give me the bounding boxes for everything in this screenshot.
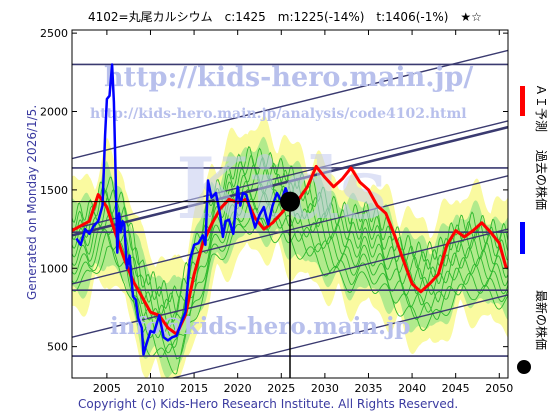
band-line [72,155,508,316]
legend-item-past-price: 過去の株価 [520,150,549,254]
x-tick-label: 2030 [311,382,339,395]
watermark-url: http://kids-hero.main.jp/ [104,62,473,93]
y-tick-label: 2500 [40,27,68,40]
x-tick-label: 2020 [224,382,252,395]
current-price-marker [72,191,300,378]
plot-frame [71,29,509,379]
x-tick-label: 2010 [136,382,164,395]
series-line-past-price [75,63,292,356]
generated-date: Generated on Monday 2026/1/5. [25,105,39,300]
x-tick-label: 2015 [180,382,208,395]
x-tick-label: 2040 [398,382,426,395]
legend-label-past-price: 過去の株価 [534,150,549,210]
x-tick-label: 2045 [442,382,470,395]
watermark-logo: Kids [176,139,387,238]
y-axis-ticks: 500 1000 1500 2000 2500 [40,27,508,354]
legend-item-latest-price: 最新の株価 [517,290,549,374]
current-price-dot [280,191,300,212]
legend: ＡＩ予測 過去の株価 最新の株価 [517,84,549,374]
legend-label-ai-forecast: ＡＩ予測 [534,84,548,132]
legend-swatch-ai-forecast [520,86,525,116]
x-tick-label: 2025 [267,382,295,395]
y-tick-label: 1000 [40,262,68,275]
y-tick-label: 2000 [40,106,68,119]
x-tick-label: 2035 [354,382,382,395]
trend-line [72,49,508,160]
band-line [72,164,508,323]
chart-title: 4102=丸尾カルシウム c:1425 m:1225(-14%) t:1406(… [88,10,482,24]
copyright: Copyright (c) Kids-Hero Research Institu… [78,397,458,411]
x-tick-label: 2050 [485,382,513,395]
trend-line [72,120,508,230]
legend-swatch-past-price [520,222,525,254]
legend-label-latest-price: 最新の株価 [534,290,549,350]
legend-marker-latest-price [517,360,531,374]
x-tick-label: 2005 [93,382,121,395]
x-axis-ticks: 2005 2010 2015 2020 2025 2030 2035 2040 2045 2050 [93,30,513,395]
y-tick-label: 500 [47,341,68,354]
legend-item-ai-forecast: ＡＩ予測 [520,84,548,132]
watermarks: Kids http://kids-hero.main.jp/ http://ki… [90,62,473,340]
watermark-analysis-url: http://kids-hero.main.jp/analysis/code41… [90,106,467,122]
y-tick-label: 1500 [40,184,68,197]
trend-line-main [72,125,508,237]
